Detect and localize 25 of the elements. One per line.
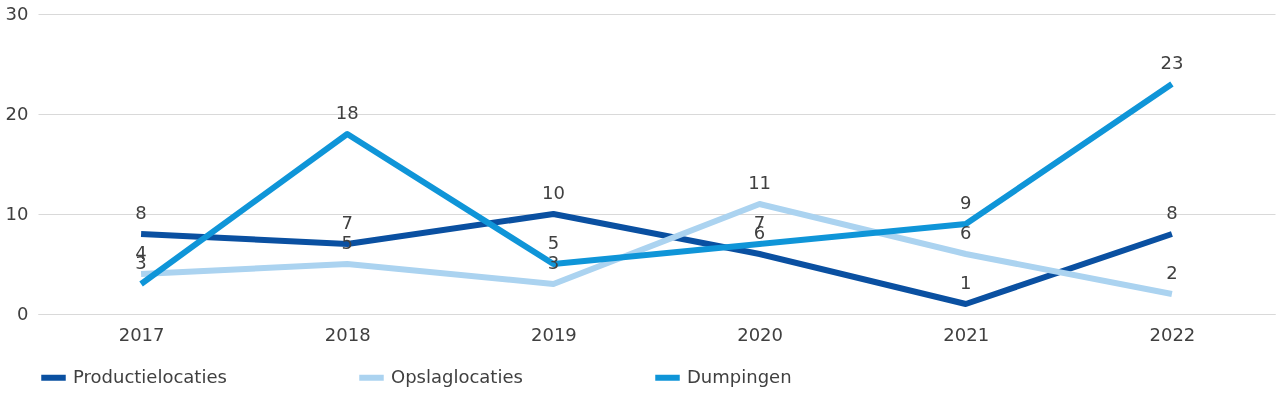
data-label: 11 [748,172,772,193]
data-label: 8 [1166,202,1178,223]
data-label: 5 [547,232,560,253]
x-tick-label: 2022 [1149,323,1196,345]
data-label: 7 [341,212,353,233]
data-label: 1 [960,272,972,293]
x-tick-label: 2020 [737,323,783,345]
legend-label: Dumpingen [687,365,792,387]
y-tick-label: 10 [5,202,29,224]
x-tick-label: 2017 [118,323,165,345]
x-tick-label: 2021 [943,323,990,345]
legend-label: Productielocaties [73,365,227,387]
data-label: 23 [1160,52,1184,73]
legend-label: Opslaglocaties [391,365,523,387]
y-tick-label: 0 [17,302,29,324]
data-label: 8 [135,202,147,223]
data-label: 10 [541,182,565,203]
y-tick-label: 20 [5,102,29,124]
data-label: 6 [960,222,972,243]
data-label: 2 [1166,262,1178,283]
x-tick-label: 2019 [531,323,577,345]
y-tick-label: 30 [5,2,29,24]
data-label: 18 [335,102,359,123]
x-tick-label: 2018 [324,323,371,345]
data-label: 9 [960,192,972,213]
